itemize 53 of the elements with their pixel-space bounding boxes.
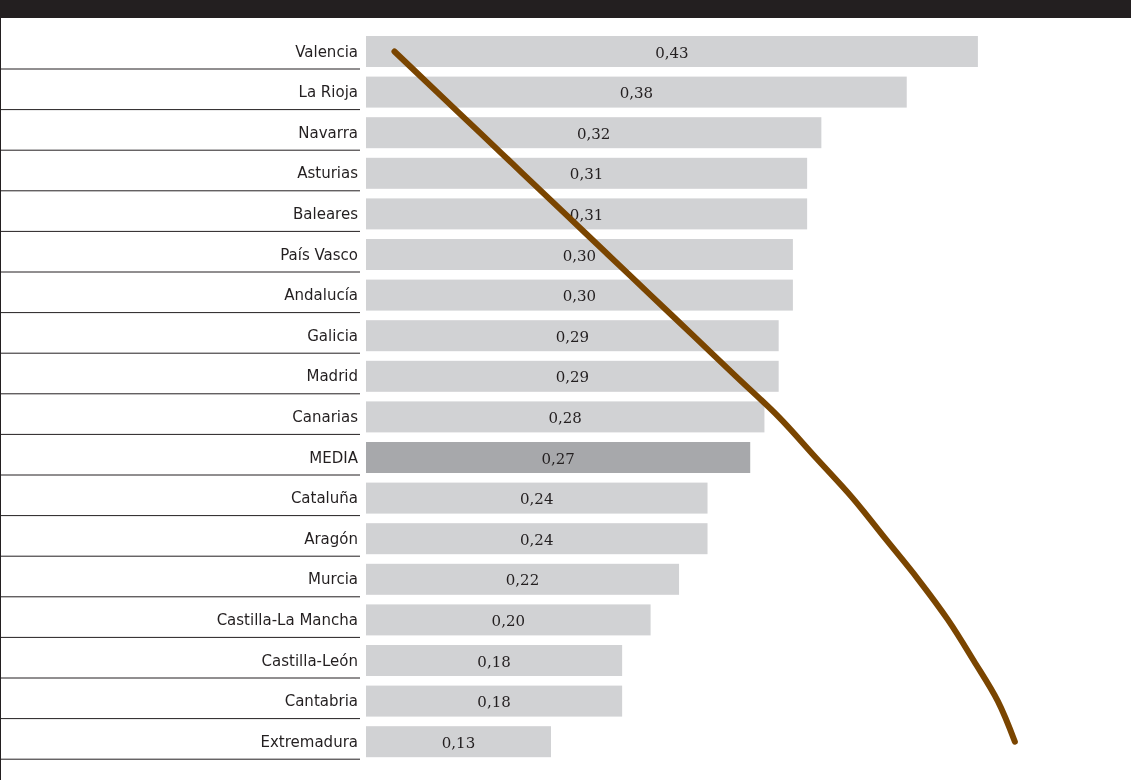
bar (366, 685, 623, 717)
y-tick-label: Galicia (307, 326, 358, 345)
y-tick-label: Canarias (292, 407, 359, 426)
y-tick-label: Extremadura (260, 732, 358, 751)
bar (366, 645, 623, 676)
data-label: 0,13 (441, 733, 476, 752)
y-tick-label: País Vasco (280, 245, 358, 264)
y-tick-label: Andalucía (284, 286, 358, 305)
y-tick-label: MEDIA (309, 448, 359, 467)
bar (366, 157, 808, 189)
y-tick-label: Madrid (306, 367, 358, 386)
data-label: 0,29 (555, 368, 590, 387)
data-label: 0,22 (505, 571, 540, 590)
y-tick-label: Cataluña (290, 489, 358, 508)
data-label: 0,18 (477, 693, 511, 712)
data-label: 0,28 (548, 408, 582, 427)
data-label: 0,24 (520, 530, 554, 549)
data-label: 0,30 (562, 287, 597, 306)
bar (366, 604, 651, 636)
bar (366, 726, 551, 758)
bar (366, 36, 978, 67)
data-label: 0,27 (541, 449, 575, 468)
bar (366, 117, 822, 149)
y-tick-label: Baleares (293, 204, 359, 223)
bar (366, 320, 779, 352)
bar (366, 279, 793, 311)
bar (366, 76, 907, 108)
bar (366, 360, 779, 392)
y-tick-label: Cantabria (284, 692, 358, 711)
data-label: 0,43 (655, 43, 689, 62)
data-label: 0,31 (569, 165, 604, 184)
bar (366, 442, 751, 473)
y-tick-label: Aragón (304, 529, 358, 548)
data-label: 0,24 (520, 490, 554, 509)
bar (366, 523, 708, 555)
bar (366, 563, 680, 595)
data-label: 0,30 (562, 246, 597, 265)
y-tick-label: La Rioja (298, 83, 358, 102)
y-tick-label: Valencia (295, 42, 358, 61)
y-tick-label: Asturias (297, 164, 359, 183)
data-label: 0,38 (619, 84, 654, 103)
y-tick-label: Castilla-La Mancha (216, 610, 358, 629)
bar (366, 239, 793, 270)
bar (366, 401, 765, 433)
bar (366, 198, 808, 230)
data-label: 0,29 (555, 327, 590, 346)
data-label: 0,18 (477, 652, 511, 671)
y-tick-label: Castilla-León (261, 651, 358, 670)
data-label: 0,20 (491, 611, 525, 630)
y-tick-label: Navarra (298, 123, 358, 142)
y-tick-label: Murcia (308, 570, 358, 589)
data-label: 0,32 (576, 124, 611, 143)
bar (366, 482, 708, 514)
